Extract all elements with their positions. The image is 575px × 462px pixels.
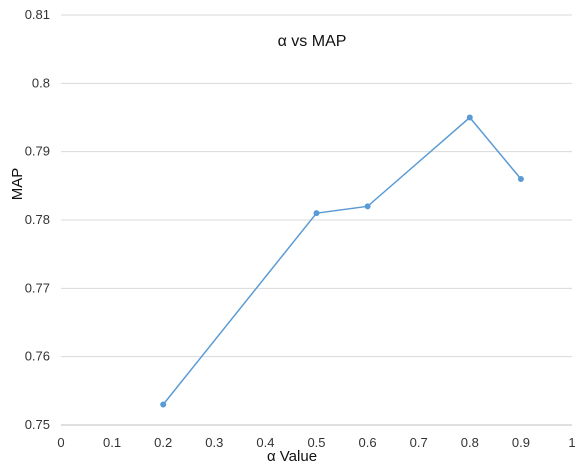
series-line — [162, 116, 522, 405]
x-tick-label: 0.1 — [103, 435, 121, 450]
chart-title: α vs MAP — [278, 33, 347, 50]
x-tick-label: 0.4 — [256, 435, 274, 450]
x-axis-title: α Value — [267, 448, 317, 462]
y-axis-title: MAP — [9, 168, 26, 201]
y-tick-label: 0.8 — [32, 75, 50, 90]
series-group — [160, 114, 524, 408]
y-tick-label: 0.75 — [25, 417, 50, 432]
x-tick-label: 0.2 — [154, 435, 172, 450]
y-tick-label: 0.77 — [25, 280, 50, 295]
data-point — [313, 210, 320, 217]
x-tick-labels: 0 0.1 0.2 0.3 0.4 0.5 0.6 0.7 0.8 0.9 1 — [57, 435, 575, 450]
x-tick-label: 1 — [568, 435, 575, 450]
x-tick-label: 0.6 — [359, 435, 377, 450]
y-tick-label: 0.81 — [25, 7, 50, 22]
y-tick-label: 0.76 — [25, 349, 50, 364]
data-point — [517, 176, 524, 182]
data-point — [466, 114, 473, 121]
y-tick-labels: 0.75 0.76 0.77 0.78 0.79 0.8 0.81 — [25, 7, 50, 432]
y-tick-label: 0.78 — [25, 212, 50, 227]
data-point — [160, 401, 167, 408]
x-tick-label: 0.3 — [205, 435, 223, 450]
x-tick-label: 0.5 — [307, 435, 325, 450]
gridlines — [61, 14, 572, 358]
x-tick-label: 0.9 — [512, 435, 530, 450]
x-tick-label: 0 — [57, 435, 64, 450]
x-tick-label: 0.7 — [410, 435, 428, 450]
data-point — [364, 203, 371, 210]
y-tick-label: 0.79 — [25, 144, 50, 159]
x-tick-label: 0.8 — [461, 435, 479, 450]
